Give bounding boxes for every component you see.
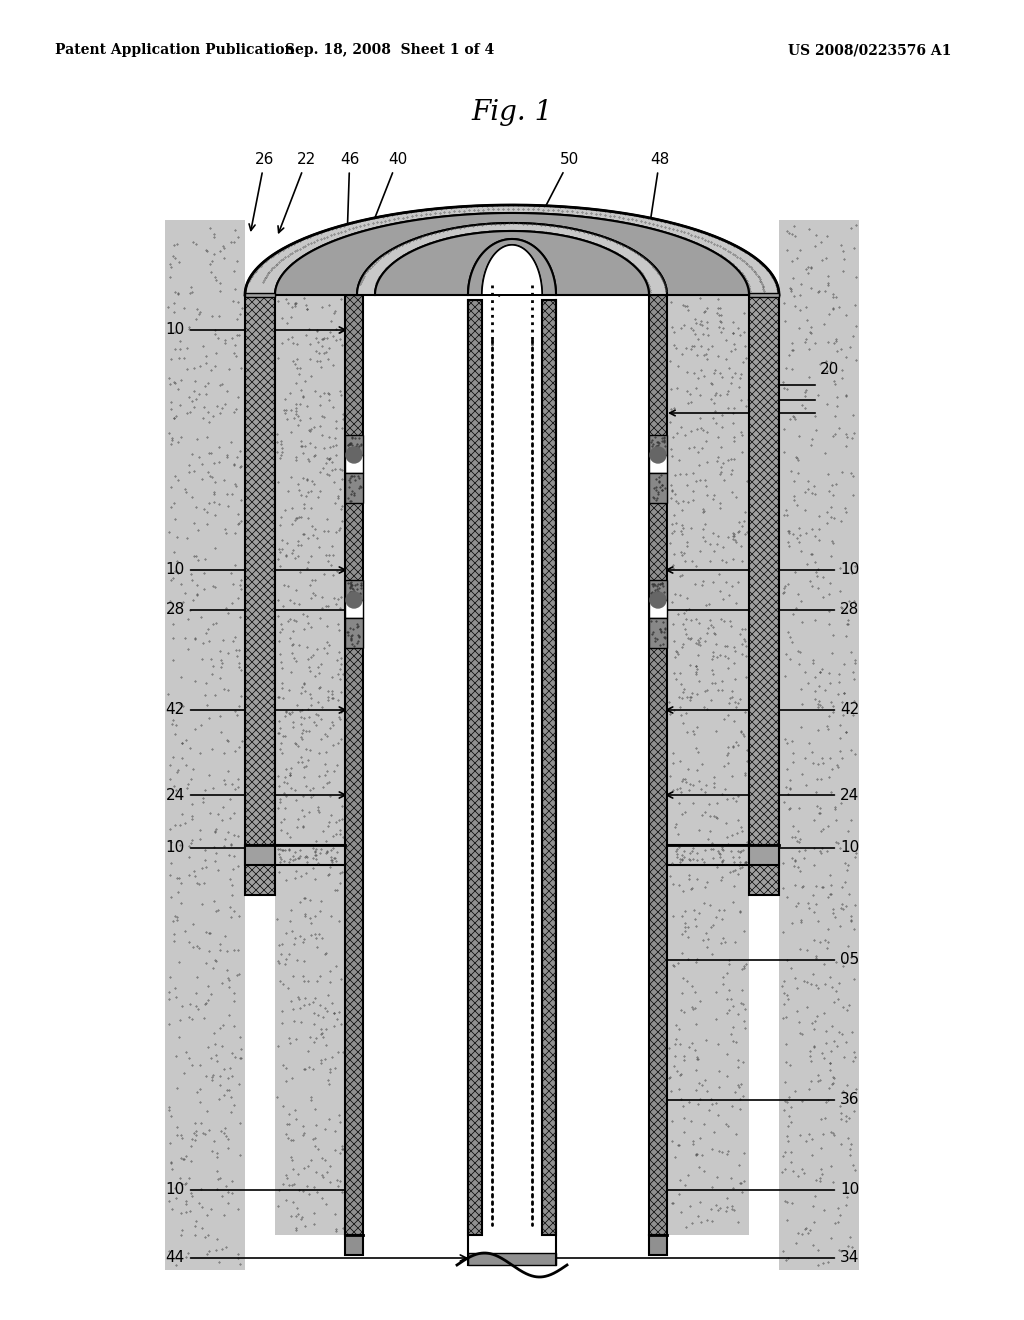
Polygon shape bbox=[482, 246, 542, 294]
Text: Patent Application Publication: Patent Application Publication bbox=[55, 44, 295, 57]
Text: 36: 36 bbox=[556, 1093, 859, 1107]
Polygon shape bbox=[649, 436, 667, 455]
Polygon shape bbox=[649, 1236, 667, 1255]
Polygon shape bbox=[345, 473, 362, 503]
Polygon shape bbox=[556, 294, 649, 1236]
Text: 22: 22 bbox=[278, 153, 316, 232]
Text: 05: 05 bbox=[570, 953, 859, 968]
Text: 28: 28 bbox=[166, 602, 356, 618]
Polygon shape bbox=[468, 1253, 556, 1265]
Polygon shape bbox=[482, 300, 542, 1236]
Text: 44: 44 bbox=[166, 1250, 466, 1266]
Text: 48: 48 bbox=[645, 153, 670, 239]
Text: 10: 10 bbox=[667, 562, 859, 578]
Polygon shape bbox=[165, 220, 245, 1270]
Text: 10: 10 bbox=[166, 1183, 466, 1197]
Polygon shape bbox=[357, 223, 667, 294]
Circle shape bbox=[346, 591, 362, 609]
Circle shape bbox=[650, 591, 666, 609]
Text: US 2008/0223576 A1: US 2008/0223576 A1 bbox=[788, 44, 951, 57]
Polygon shape bbox=[468, 239, 556, 294]
Polygon shape bbox=[667, 845, 749, 865]
Polygon shape bbox=[275, 845, 345, 865]
Polygon shape bbox=[468, 300, 482, 1236]
Text: 50: 50 bbox=[499, 153, 580, 296]
Polygon shape bbox=[345, 618, 362, 648]
Polygon shape bbox=[345, 579, 362, 601]
Text: 10: 10 bbox=[166, 562, 345, 578]
Text: 24: 24 bbox=[667, 788, 859, 803]
Polygon shape bbox=[649, 618, 667, 648]
Polygon shape bbox=[362, 294, 468, 1236]
Circle shape bbox=[346, 447, 362, 463]
Polygon shape bbox=[275, 895, 345, 1236]
Polygon shape bbox=[749, 845, 779, 865]
Polygon shape bbox=[345, 436, 362, 455]
Text: 10: 10 bbox=[166, 322, 345, 338]
Polygon shape bbox=[275, 294, 345, 895]
Polygon shape bbox=[245, 293, 275, 297]
Text: 40: 40 bbox=[367, 153, 408, 239]
Polygon shape bbox=[345, 601, 362, 618]
Text: Fig. 1: Fig. 1 bbox=[471, 99, 553, 125]
Polygon shape bbox=[667, 895, 749, 1236]
Polygon shape bbox=[345, 294, 362, 1236]
Text: 10: 10 bbox=[166, 841, 345, 855]
Text: 28: 28 bbox=[655, 602, 859, 618]
Polygon shape bbox=[245, 205, 779, 294]
Polygon shape bbox=[345, 1236, 362, 1255]
Polygon shape bbox=[542, 300, 556, 1236]
Text: 34: 34 bbox=[526, 1250, 859, 1266]
Text: 42: 42 bbox=[667, 702, 859, 718]
Polygon shape bbox=[649, 601, 667, 618]
Text: Sep. 18, 2008  Sheet 1 of 4: Sep. 18, 2008 Sheet 1 of 4 bbox=[286, 44, 495, 57]
Polygon shape bbox=[649, 473, 667, 503]
Text: 26: 26 bbox=[249, 153, 274, 231]
Text: 46: 46 bbox=[340, 153, 359, 236]
Polygon shape bbox=[245, 294, 275, 895]
Polygon shape bbox=[749, 294, 779, 895]
Polygon shape bbox=[749, 293, 779, 297]
Text: 10: 10 bbox=[563, 1183, 859, 1197]
Polygon shape bbox=[345, 455, 362, 473]
Polygon shape bbox=[779, 220, 859, 1270]
Polygon shape bbox=[245, 845, 275, 865]
Text: 20: 20 bbox=[820, 363, 840, 378]
Polygon shape bbox=[667, 294, 749, 895]
Polygon shape bbox=[649, 579, 667, 601]
Polygon shape bbox=[649, 455, 667, 473]
Polygon shape bbox=[375, 231, 649, 294]
Polygon shape bbox=[275, 213, 749, 294]
Text: 10: 10 bbox=[667, 841, 859, 855]
Circle shape bbox=[650, 447, 666, 463]
Text: 24: 24 bbox=[166, 788, 345, 803]
Polygon shape bbox=[649, 294, 667, 1236]
Text: 42: 42 bbox=[166, 702, 345, 718]
